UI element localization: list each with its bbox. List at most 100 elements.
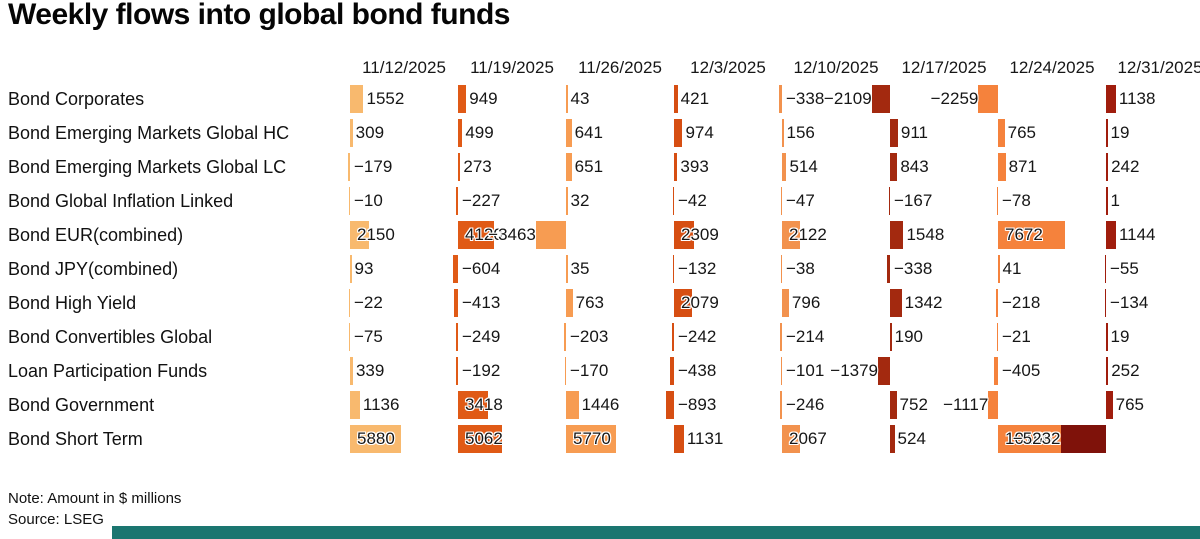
value-label: 5770 bbox=[573, 429, 611, 448]
value-bar bbox=[890, 153, 898, 181]
value-bar bbox=[782, 425, 800, 453]
value-bar bbox=[890, 391, 897, 419]
value-bar bbox=[674, 221, 695, 249]
value-cell: 2122 bbox=[782, 218, 890, 252]
value-bar bbox=[566, 153, 572, 181]
value-bar bbox=[566, 289, 573, 317]
page-title: Weekly flows into global bond funds bbox=[8, 0, 510, 31]
value-bar bbox=[782, 221, 801, 249]
value-label: 752 bbox=[899, 395, 928, 414]
value-label: −405 bbox=[1002, 361, 1041, 380]
value-label: 4120 bbox=[465, 225, 503, 244]
value-bar bbox=[871, 85, 890, 113]
value-bar bbox=[458, 425, 503, 453]
value-bar bbox=[566, 85, 568, 113]
row-label: Bond Convertibles Global bbox=[8, 327, 213, 347]
value-cell: 156 bbox=[782, 116, 890, 150]
value-bar bbox=[782, 119, 784, 147]
value-cell: 974 bbox=[674, 116, 782, 150]
value-bar bbox=[350, 119, 353, 147]
value-cell: 1131 bbox=[674, 422, 782, 456]
value-bar bbox=[890, 425, 895, 453]
note-text: Note: Amount in $ millions bbox=[8, 490, 182, 507]
value-bar bbox=[350, 85, 364, 113]
value-cell: −1117 bbox=[943, 388, 1106, 422]
value-bar bbox=[348, 323, 350, 351]
row-label: Bond Short Term bbox=[8, 429, 143, 449]
value-cell: 1138 bbox=[1106, 82, 1200, 116]
table-row: Bond Corporates 1552 949 43 421 −338 −2109 −225… bbox=[0, 82, 1200, 116]
value-label: −101 bbox=[786, 361, 825, 380]
value-cell: 190 bbox=[890, 320, 998, 354]
value-label: −3463 bbox=[488, 225, 536, 244]
value-label: 514 bbox=[789, 157, 818, 176]
value-label: 499 bbox=[465, 123, 494, 142]
value-cell: −42 bbox=[672, 184, 782, 218]
value-bar bbox=[348, 289, 350, 317]
value-cell: 10166 bbox=[998, 422, 1106, 456]
value-cell: 7672 bbox=[998, 218, 1106, 252]
value-bar bbox=[456, 187, 458, 215]
value-label: 2309 bbox=[681, 225, 719, 244]
value-bar bbox=[1106, 357, 1109, 385]
value-cell: −1379 bbox=[830, 354, 998, 388]
value-label: 393 bbox=[680, 157, 709, 176]
value-label: 93 bbox=[354, 259, 374, 278]
value-label: −132 bbox=[678, 259, 717, 278]
value-cell: 641 bbox=[566, 116, 674, 150]
value-cell: −192 bbox=[456, 354, 566, 388]
value-label: −604 bbox=[462, 259, 501, 278]
value-label: −338 bbox=[786, 89, 825, 108]
value-bar bbox=[350, 221, 369, 249]
row-label: Bond High Yield bbox=[8, 293, 137, 313]
value-label: 1136 bbox=[362, 395, 400, 414]
value-label: −1117 bbox=[943, 395, 989, 414]
value-cell: 2079 bbox=[674, 286, 782, 320]
value-label: 765 bbox=[1115, 395, 1145, 414]
value-bar bbox=[458, 85, 467, 113]
value-cell: 2150 bbox=[350, 218, 458, 252]
row-label: Bond Global Inflation Linked bbox=[8, 191, 234, 211]
value-label: 843 bbox=[900, 157, 929, 176]
value-label: −227 bbox=[462, 191, 501, 210]
value-label: 871 bbox=[1008, 157, 1037, 176]
value-label: 32 bbox=[570, 191, 590, 210]
value-label: −246 bbox=[786, 395, 825, 414]
value-cell: −893 bbox=[666, 388, 782, 422]
value-cell: 252 bbox=[1106, 354, 1200, 388]
value-label: −5232 bbox=[1012, 429, 1061, 448]
value-label: −75 bbox=[354, 327, 383, 346]
value-bar bbox=[564, 323, 566, 351]
table-row: Bond High Yield −22 −413 763 2079 796 1342 −218… bbox=[0, 286, 1200, 320]
value-cell: −242 bbox=[671, 320, 782, 354]
value-cell: 41 bbox=[998, 252, 1106, 286]
value-bar bbox=[672, 255, 674, 283]
value-cell: 1548 bbox=[890, 218, 998, 252]
value-label: 10166 bbox=[1005, 429, 1053, 448]
value-bar bbox=[780, 255, 782, 283]
value-bar bbox=[348, 153, 350, 181]
value-label: −249 bbox=[462, 327, 501, 346]
value-cell: −2109 bbox=[824, 82, 998, 116]
value-bar bbox=[1104, 255, 1106, 283]
row-label: Bond Emerging Markets Global LC bbox=[8, 157, 287, 177]
value-bar bbox=[1106, 85, 1116, 113]
row-label: Loan Participation Funds bbox=[8, 361, 208, 381]
value-label: 252 bbox=[1111, 361, 1140, 380]
value-label: 1131 bbox=[686, 429, 724, 448]
value-label: −2109 bbox=[823, 89, 872, 108]
value-bar bbox=[566, 119, 572, 147]
value-bar bbox=[996, 323, 998, 351]
value-bar bbox=[535, 221, 566, 249]
accent-bar bbox=[112, 526, 1200, 539]
value-label: 3418 bbox=[465, 395, 503, 414]
column-header: 11/12/2025 bbox=[362, 58, 446, 77]
column-header: 11/26/2025 bbox=[578, 58, 662, 77]
value-cell: −413 bbox=[454, 286, 566, 320]
value-bar bbox=[782, 153, 787, 181]
value-bar bbox=[779, 391, 782, 419]
value-bar bbox=[1106, 119, 1108, 147]
value-label: 1552 bbox=[366, 89, 405, 108]
value-cell: −203 bbox=[564, 320, 674, 354]
